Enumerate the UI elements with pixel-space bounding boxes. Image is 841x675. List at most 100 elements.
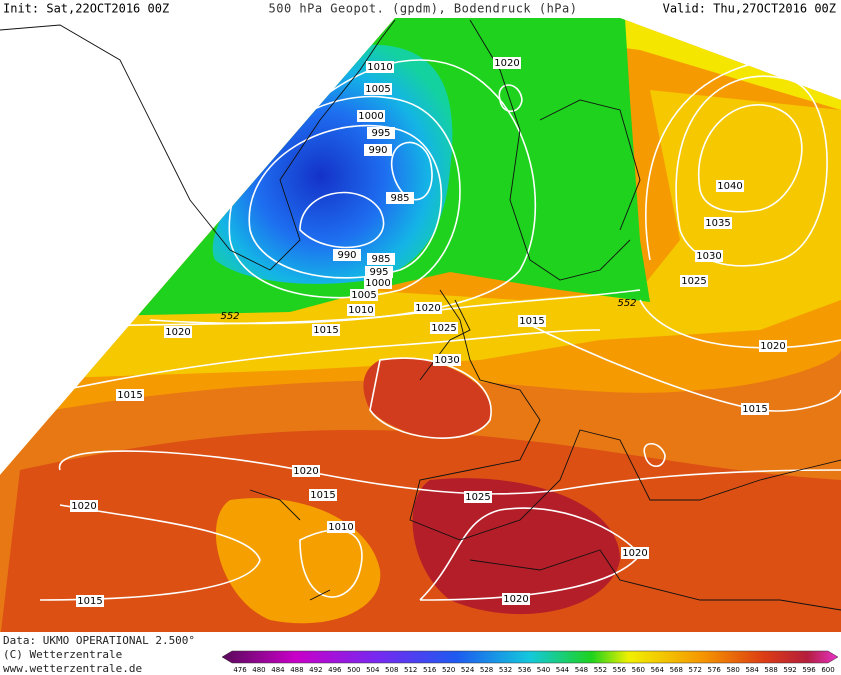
- colorbar-label: 596: [802, 666, 816, 674]
- data-source: Data: UKMO OPERATIONAL 2.500°: [3, 634, 195, 647]
- map-title: 500 hPa Geopot. (gpdm), Bodendruck (hPa): [269, 2, 578, 16]
- isobar-label: 985: [371, 254, 390, 265]
- isobar-label: 990: [368, 145, 387, 156]
- isobar-label-box: [680, 275, 708, 287]
- colorbar-label: 520: [442, 666, 455, 674]
- init-time: Init: Sat,22OCT2016 00Z: [3, 2, 169, 16]
- isobar-label: 990: [337, 250, 356, 261]
- colorbar-label: 536: [518, 666, 532, 674]
- isobar-label: 1015: [117, 390, 142, 401]
- isobar-label-box: [333, 249, 361, 261]
- isobar-label-box: [716, 180, 744, 192]
- colorbar-label: 524: [461, 666, 475, 674]
- isobar-label-box: [366, 61, 394, 73]
- isobar-label: 985: [390, 193, 409, 204]
- isobar-label: 1035: [705, 218, 730, 229]
- colorbar-label: 600: [821, 666, 834, 674]
- isobar-label: 1015: [742, 404, 767, 415]
- colorbar-label: 532: [499, 666, 512, 674]
- colorbar-label: 480: [252, 666, 265, 674]
- isobar-label-box: [367, 253, 395, 265]
- colorbar-label: 492: [309, 666, 322, 674]
- colorbar-label: 496: [328, 666, 342, 674]
- isobar-label-box: [76, 595, 104, 607]
- isobar-label: 1000: [365, 278, 390, 289]
- colorbar-label: 500: [347, 666, 360, 674]
- isobar-label: 1010: [348, 305, 373, 316]
- isobar-label-box: [695, 250, 723, 262]
- isobar-label: 1020: [165, 327, 190, 338]
- isobar-label-box: [386, 192, 414, 204]
- isobar-label: 1020: [760, 341, 785, 352]
- colorbar: [221, 650, 839, 664]
- colorbar-label: 476: [233, 666, 247, 674]
- isobar-label: 1000: [358, 111, 383, 122]
- colorbar-label: 512: [404, 666, 417, 674]
- isobar-label: 1015: [519, 316, 544, 327]
- isobar-label-box: [365, 266, 393, 278]
- isobar-label-box: [116, 389, 144, 401]
- isobar-label: 1010: [328, 522, 353, 533]
- colorbar-label: 592: [783, 666, 796, 674]
- isobar-label-box: [518, 315, 546, 327]
- isobar-label-box: [292, 465, 320, 477]
- isobar-label-box: [350, 289, 378, 301]
- isobar-label: 1030: [696, 251, 721, 262]
- isobar-label-box: [309, 489, 337, 501]
- isobar-label: 1020: [503, 594, 528, 605]
- copyright: (C) Wetterzentrale: [3, 648, 122, 661]
- isobar-label: 1020: [415, 303, 440, 314]
- isobar-label: 995: [371, 128, 390, 139]
- isobar-label-box: [357, 110, 385, 122]
- isobar-label-box: [347, 304, 375, 316]
- isobar-label: 1015: [313, 325, 338, 336]
- colorbar-label: 516: [423, 666, 437, 674]
- isobar-label: 1040: [717, 181, 742, 192]
- isobar-label-box: [464, 491, 492, 503]
- isobar-label-box: [759, 340, 787, 352]
- isobar-label-box: [433, 354, 461, 366]
- isobar-label-box: [70, 500, 98, 512]
- field: [0, 18, 841, 632]
- isobar-label: 1015: [310, 490, 335, 501]
- colorbar-label: 488: [290, 666, 303, 674]
- isobar-label-box: [364, 83, 392, 95]
- isobar-label-box: [327, 521, 355, 533]
- isobar-label-box: [502, 593, 530, 605]
- isobar-label-box: [312, 324, 340, 336]
- isobar-label-box: [364, 144, 392, 156]
- isobar-label-box: [164, 326, 192, 338]
- isobar-label: 1030: [434, 355, 459, 366]
- colorbar-label: 576: [708, 666, 722, 674]
- isobar-label: 1005: [365, 84, 390, 95]
- valid-time: Valid: Thu,27OCT2016 00Z: [663, 2, 836, 16]
- colorbar-label: 588: [764, 666, 777, 674]
- colorbar-label: 572: [689, 666, 702, 674]
- colorbar-label: 528: [480, 666, 493, 674]
- colorbar-label: 548: [575, 666, 588, 674]
- isobar-label: 1025: [431, 323, 456, 334]
- isobar-label: 1020: [71, 501, 96, 512]
- isobar-label-box: [414, 302, 442, 314]
- isobar-label-box: [621, 547, 649, 559]
- colorbar-label: 560: [632, 666, 645, 674]
- isobar-label-box: [493, 57, 521, 69]
- geopotential-label: 552: [220, 311, 239, 322]
- colorbar-label: 564: [651, 666, 665, 674]
- isobar-label: 1025: [681, 276, 706, 287]
- geopotential-label: 552: [617, 298, 636, 309]
- colorbar-label: 556: [613, 666, 627, 674]
- isobar-label: 1025: [465, 492, 490, 503]
- isobar-label: 1005: [351, 290, 376, 301]
- colorbar-label: 504: [366, 666, 380, 674]
- isobar-label-box: [704, 217, 732, 229]
- colorbar-label: 508: [385, 666, 398, 674]
- colorbar-label: 544: [556, 666, 570, 674]
- isobar-label-box: [430, 322, 458, 334]
- website: www.wetterzentrale.de: [3, 662, 142, 675]
- isobar-label-box: [741, 403, 769, 415]
- isobar-label: 1015: [77, 596, 102, 607]
- isobar-label-box: [364, 277, 392, 289]
- colorbar-label: 584: [745, 666, 759, 674]
